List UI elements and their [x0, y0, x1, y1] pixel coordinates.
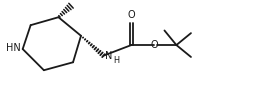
Text: HN: HN [6, 43, 21, 53]
Text: H: H [113, 56, 119, 65]
Text: O: O [150, 40, 158, 50]
Text: O: O [128, 10, 135, 20]
Text: N: N [105, 51, 112, 61]
